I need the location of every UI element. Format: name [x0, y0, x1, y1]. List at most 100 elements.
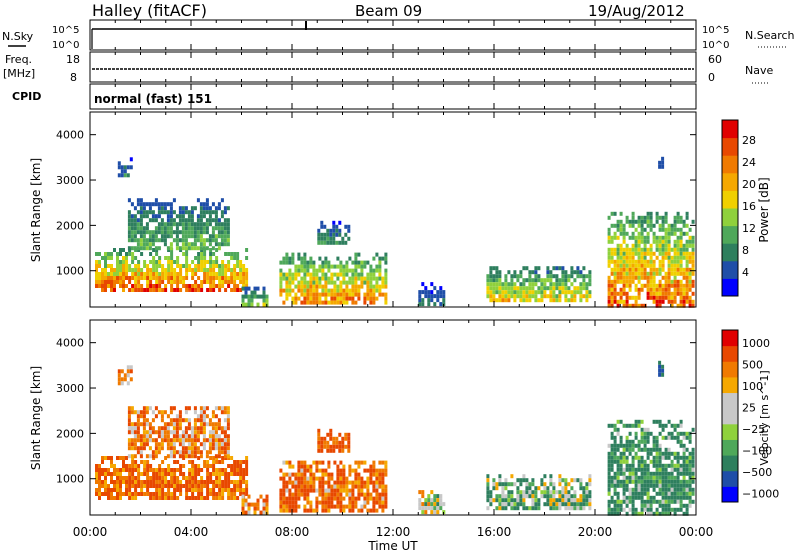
range-gate-cell	[265, 494, 269, 499]
range-gate-cell	[613, 287, 617, 292]
range-gate-cell	[164, 272, 168, 276]
range-gate-cell	[101, 456, 104, 460]
range-gate-cell	[230, 280, 234, 284]
range-gate-cell	[188, 476, 192, 480]
range-gate-cell	[187, 406, 191, 411]
range-gate-cell	[152, 264, 156, 268]
range-gate-cell	[98, 484, 101, 488]
range-gate-cell	[613, 423, 617, 428]
range-gate-cell	[685, 511, 689, 516]
range-gate-cell	[685, 251, 689, 256]
range-gate-cell	[682, 231, 686, 236]
range-gate-cell	[610, 479, 614, 484]
range-gate-cell	[631, 295, 635, 300]
range-gate-cell	[637, 475, 641, 480]
range-gate-cell	[347, 236, 351, 241]
range-gate-cell	[676, 251, 680, 256]
range-gate-cell	[142, 202, 146, 207]
range-gate-cell	[357, 276, 361, 281]
range-gate-cell	[158, 468, 162, 472]
range-gate-cell	[131, 496, 135, 500]
range-gate-cell	[315, 476, 319, 481]
range-gate-cell	[172, 446, 176, 451]
range-gate-cell	[164, 456, 168, 460]
y-tick-label: 2000	[56, 427, 84, 440]
range-gate-cell	[676, 439, 680, 444]
range-gate-cell	[427, 494, 431, 499]
range-gate-cell	[230, 456, 234, 460]
range-gate-cell	[170, 252, 174, 256]
range-gate-cell	[164, 256, 168, 260]
range-gate-cell	[436, 290, 440, 295]
range-gate-cell	[187, 446, 191, 451]
range-gate-cell	[188, 484, 192, 488]
range-gate-cell	[625, 503, 629, 508]
range-gate-cell	[161, 460, 165, 464]
range-gate-cell	[667, 431, 671, 436]
range-gate-cell	[312, 276, 316, 281]
range-gate-cell	[119, 496, 122, 500]
range-gate-cell	[320, 448, 324, 453]
range-gate-cell	[691, 451, 695, 456]
range-gate-cell	[318, 300, 322, 305]
range-gate-cell	[172, 218, 176, 223]
range-gate-cell	[378, 292, 382, 297]
range-gate-cell	[202, 422, 206, 427]
range-gate-cell	[309, 284, 313, 289]
range-gate-cell	[208, 234, 212, 239]
range-gate-cell	[324, 288, 328, 293]
range-gate-cell	[652, 483, 656, 488]
range-gate-cell	[197, 264, 201, 268]
range-gate-cell	[158, 256, 162, 260]
range-gate-cell	[685, 447, 689, 452]
range-gate-cell	[501, 502, 505, 507]
range-gate-cell	[245, 460, 249, 464]
range-gate-cell	[98, 472, 101, 476]
range-gate-cell	[155, 288, 159, 292]
range-gate-cell	[139, 438, 143, 443]
range-gate-cell	[142, 406, 146, 411]
range-gate-cell	[531, 506, 535, 511]
range-gate-cell	[127, 438, 131, 443]
range-gate-cell	[122, 468, 125, 472]
range-gate-cell	[131, 476, 135, 480]
range-gate-cell	[315, 268, 319, 273]
range-gate-cell	[655, 255, 659, 260]
range-gate-cell	[619, 211, 623, 216]
range-gate-cell	[205, 218, 209, 223]
range-gate-cell	[224, 476, 228, 480]
range-gate-cell	[203, 252, 207, 256]
range-gate-cell	[433, 510, 437, 515]
range-gate-cell	[570, 266, 574, 271]
range-gate-cell	[354, 284, 358, 289]
range-gate-cell	[256, 286, 260, 291]
range-gate-cell	[134, 484, 138, 488]
range-gate-cell	[540, 494, 544, 499]
range-gate-cell	[193, 222, 197, 227]
range-gate-cell	[619, 439, 623, 444]
range-gate-cell	[169, 210, 173, 215]
range-gate-cell	[619, 419, 623, 424]
range-gate-cell	[381, 476, 385, 481]
range-gate-cell	[661, 299, 665, 304]
range-gate-cell	[366, 280, 370, 285]
range-gate-cell	[158, 476, 162, 480]
range-gate-cell	[676, 247, 680, 252]
range-gate-cell	[372, 284, 376, 289]
range-gate-cell	[652, 495, 656, 500]
range-gate-cell	[324, 256, 328, 261]
range-gate-cell	[658, 451, 662, 456]
range-gate-cell	[170, 476, 174, 480]
colorbar-swatch	[722, 120, 738, 139]
range-gate-cell	[646, 427, 650, 432]
range-gate-cell	[134, 268, 138, 272]
range-gate-cell	[673, 291, 677, 296]
range-gate-cell	[372, 496, 376, 501]
range-gate-cell	[158, 472, 162, 476]
range-gate-cell	[643, 507, 647, 512]
range-gate-cell	[215, 460, 219, 464]
range-gate-cell	[142, 434, 146, 439]
range-gate-cell	[154, 246, 158, 251]
range-gate-cell	[142, 430, 146, 435]
range-gate-cell	[173, 468, 177, 472]
